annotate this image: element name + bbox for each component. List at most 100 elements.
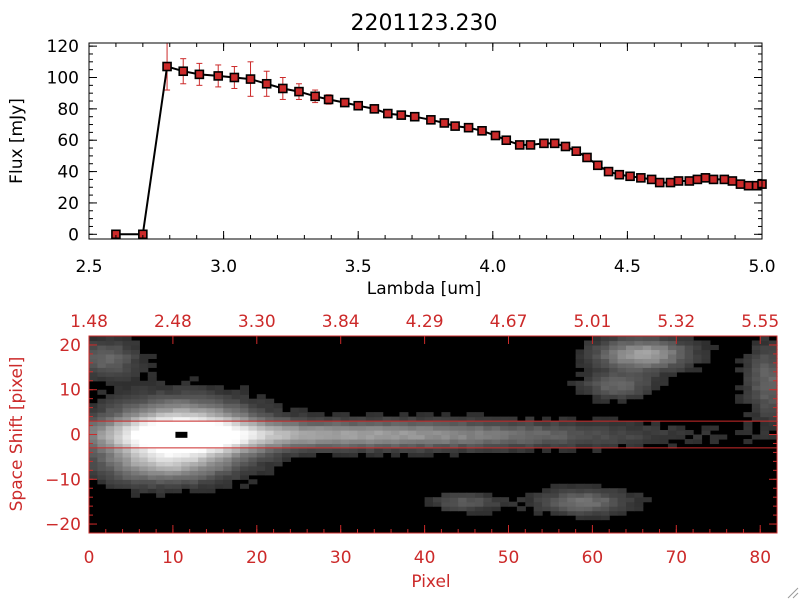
resize-grip-icon[interactable] [787, 587, 799, 599]
image-pixel [374, 434, 384, 440]
image-pixel [458, 438, 468, 445]
image-pixel [206, 456, 216, 462]
image-pixel [600, 398, 610, 404]
image-pixel [147, 443, 157, 449]
image-pixel [307, 416, 317, 422]
image-pixel [684, 362, 694, 368]
image-pixel [365, 434, 375, 440]
image-pixel [542, 506, 552, 512]
image-pixel [584, 515, 594, 521]
image-pixel [256, 434, 266, 440]
image-pixel [223, 465, 233, 471]
data-point [514, 140, 525, 150]
image-pixel [114, 344, 124, 351]
image-pixel [122, 443, 132, 449]
image-pixel [407, 452, 417, 458]
image-pixel [558, 510, 568, 516]
image-pixel [172, 385, 182, 391]
image-pixel [97, 443, 107, 449]
image-pixel [592, 344, 602, 351]
image-pixel [248, 452, 258, 458]
image-pixel [231, 398, 241, 404]
x-tick-label: 3.0 [210, 257, 237, 277]
image-pixel [743, 398, 753, 404]
image-pixel [349, 434, 359, 440]
image-pixel [441, 506, 451, 512]
image-pixel [156, 452, 166, 458]
image-pixel [223, 407, 233, 413]
image-pixel [122, 474, 132, 480]
image-pixel [701, 425, 711, 431]
image-pixel [156, 438, 166, 445]
image-pixel [139, 456, 149, 462]
image-pixel [609, 344, 619, 351]
image-pixel [751, 385, 761, 391]
image-pixel [156, 421, 166, 427]
image-pixel [130, 461, 140, 467]
image-pixel [575, 385, 585, 391]
image-pixel [189, 403, 199, 409]
image-pixel [449, 416, 459, 422]
image-pixel [449, 492, 459, 498]
image-pixel [743, 425, 753, 431]
image-pixel [659, 380, 669, 386]
image-pixel [600, 492, 610, 498]
image-pixel [433, 438, 442, 445]
image-pixel [164, 407, 174, 413]
image-pixel [147, 430, 157, 436]
image-pixel [617, 344, 627, 351]
image-pixel [172, 461, 182, 467]
image-pixel [542, 430, 552, 436]
image-pixel [89, 340, 98, 346]
image-pixel [231, 456, 241, 462]
image-pixel [172, 452, 182, 458]
image-pixel [391, 425, 401, 431]
image-pixel [172, 407, 182, 413]
image-pixel [617, 488, 627, 494]
top-tick-label: 3.84 [322, 312, 360, 332]
image-pixel [290, 421, 300, 427]
image-pixel [248, 403, 258, 409]
image-pixel [676, 344, 686, 351]
image-pixel [382, 421, 392, 427]
image-pixel [600, 421, 610, 427]
image-pixel [122, 470, 132, 476]
image-pixel [223, 443, 233, 449]
image-pixel [751, 344, 761, 351]
image-pixel [114, 425, 124, 431]
image-pixel [684, 349, 694, 355]
image-pixel [164, 430, 174, 436]
y-tick-label: −20 [45, 515, 81, 535]
image-pixel [516, 430, 526, 436]
data-point [654, 177, 665, 188]
image-pixel [164, 412, 174, 418]
image-pixel [298, 407, 308, 413]
image-pixel [139, 394, 149, 400]
image-pixel [198, 447, 208, 454]
image-pixel [760, 376, 770, 382]
image-pixel [248, 447, 258, 454]
image-pixel [307, 425, 317, 431]
image-pixel [617, 421, 627, 427]
image-pixel [273, 407, 283, 413]
image-pixel [617, 358, 627, 364]
image-pixel [634, 497, 644, 503]
image-pixel [550, 506, 560, 512]
image-pixel [214, 430, 224, 436]
image-pixel [382, 425, 392, 431]
image-pixel [466, 443, 476, 449]
image-pixel [147, 465, 157, 471]
image-pixel [600, 344, 610, 351]
image-pixel [584, 492, 594, 498]
image-pixel [768, 371, 778, 377]
image-pixel [399, 443, 409, 449]
image-pixel [483, 421, 493, 427]
image-pixel [609, 385, 619, 391]
image-pixel [617, 389, 627, 395]
image-pixel [181, 385, 191, 391]
image-pixel [130, 483, 140, 489]
image-pixel [206, 488, 216, 494]
image-pixel [651, 434, 661, 440]
data-point [245, 74, 256, 84]
image-y-axis-label: Space Shift [pixel] [7, 357, 27, 512]
